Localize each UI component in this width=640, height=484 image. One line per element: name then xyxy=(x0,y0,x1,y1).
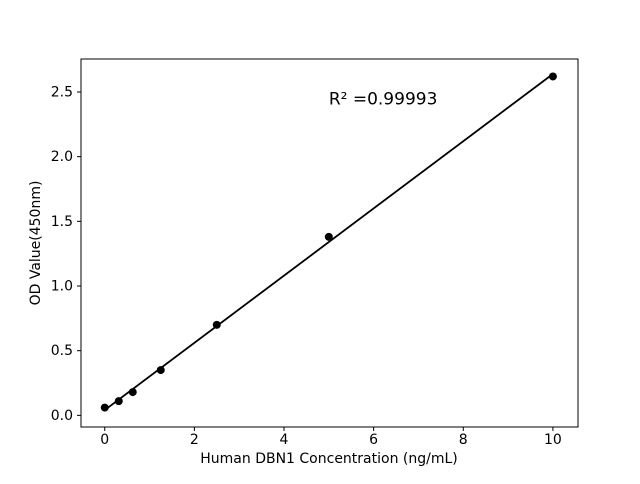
x-axis-ticks: 0 2 4 6 8 10 xyxy=(100,427,562,448)
data-point xyxy=(156,366,165,375)
y-tick-label: 2.0 xyxy=(51,149,73,165)
data-point xyxy=(548,72,557,81)
x-tick-label: 8 xyxy=(459,432,468,448)
y-tick-label: 1.5 xyxy=(51,214,73,230)
data-point xyxy=(100,403,109,412)
data-point xyxy=(114,397,123,406)
x-tick-label: 10 xyxy=(544,432,562,448)
data-points xyxy=(100,72,557,412)
x-tick-label: 0 xyxy=(100,432,109,448)
x-tick-label: 4 xyxy=(280,432,289,448)
x-tick-label: 2 xyxy=(190,432,199,448)
data-point xyxy=(212,320,221,329)
y-axis-label: OD Value(450nm) xyxy=(28,181,44,306)
regression-line xyxy=(103,73,554,411)
y-axis-ticks: 0.0 0.5 1.0 1.5 2.0 2.5 xyxy=(51,84,81,424)
x-axis-label: Human DBN1 Concentration (ng/mL) xyxy=(200,451,457,467)
x-tick-label: 6 xyxy=(369,432,378,448)
y-tick-label: 0.0 xyxy=(51,408,73,424)
y-tick-label: 2.5 xyxy=(51,84,73,100)
y-tick-label: 0.5 xyxy=(51,343,73,359)
r-squared-annotation: R² =0.99993 xyxy=(329,89,438,109)
data-point xyxy=(324,232,333,241)
axes-frame xyxy=(80,58,579,428)
data-point xyxy=(128,388,137,397)
y-tick-label: 1.0 xyxy=(51,279,73,295)
